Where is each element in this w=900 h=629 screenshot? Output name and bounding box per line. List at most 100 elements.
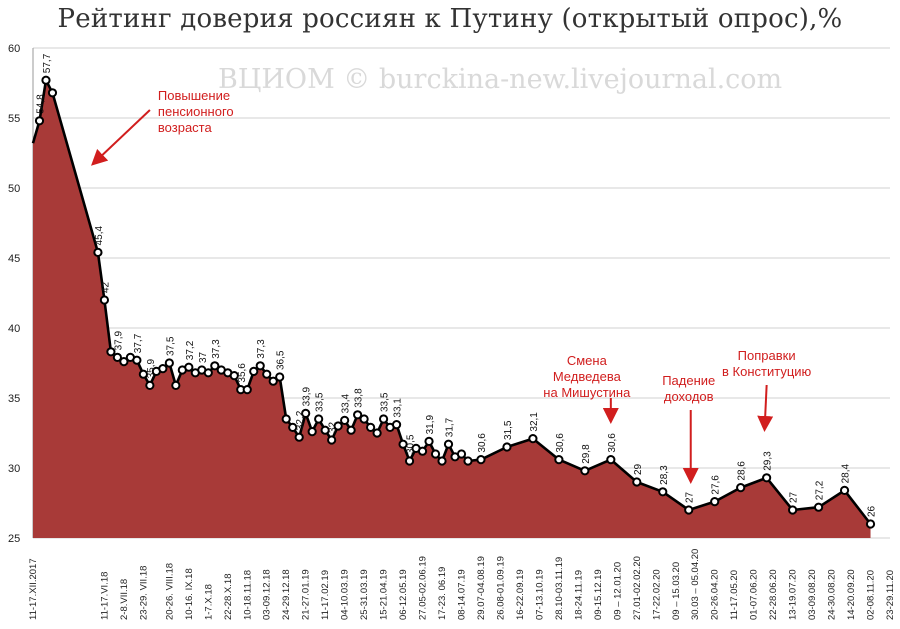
data-label: 33,1 xyxy=(393,398,404,418)
data-label: 27 xyxy=(685,491,696,503)
data-point xyxy=(788,505,798,515)
data-point xyxy=(158,364,168,374)
data-point xyxy=(320,425,330,435)
data-point xyxy=(476,455,486,465)
data-label: 31,9 xyxy=(425,414,436,434)
y-tick-label: 55 xyxy=(8,113,20,125)
x-tick-label: 27.05-02.06.19 xyxy=(418,556,429,620)
data-point xyxy=(281,414,291,424)
x-tick-label: 23-29.11.20 xyxy=(885,570,896,620)
data-point xyxy=(813,502,824,512)
x-tick-label: 03-09.08.20 xyxy=(807,569,818,620)
data-point xyxy=(839,485,850,495)
x-tick-label: 11-17.02.19 xyxy=(320,570,331,620)
data-point xyxy=(528,434,538,444)
y-axis: 25 30 35 40 45 50 55 60 xyxy=(8,43,20,545)
data-point xyxy=(203,368,213,378)
data-point xyxy=(736,483,746,493)
data-point xyxy=(443,439,454,449)
data-point xyxy=(229,371,239,381)
data-point xyxy=(366,422,376,432)
x-tick-label: 09-15.12.19 xyxy=(593,569,604,620)
data-point xyxy=(710,497,720,507)
data-point xyxy=(632,477,642,487)
data-point xyxy=(249,366,259,376)
data-label: 30,6 xyxy=(555,433,566,453)
y-tick-label: 30 xyxy=(8,463,20,475)
data-label: 35,6 xyxy=(237,363,248,383)
data-label: 54,8 xyxy=(35,94,46,114)
data-point xyxy=(34,116,45,126)
data-point xyxy=(275,372,285,382)
data-point xyxy=(314,414,324,424)
data-point xyxy=(580,466,590,476)
data-label: 27,6 xyxy=(711,475,722,495)
data-label: 29,3 xyxy=(763,451,774,471)
data-label: 33,4 xyxy=(341,393,352,413)
data-point xyxy=(353,410,363,420)
x-tick-label: 1-7.X.18 xyxy=(203,584,214,620)
data-label: 33,5 xyxy=(380,392,391,412)
x-tick-label: 20-26. VIII.18 xyxy=(164,563,175,620)
data-label: 37,9 xyxy=(113,330,124,350)
data-label: 26 xyxy=(867,505,878,517)
data-point xyxy=(184,362,194,372)
x-tick-label: 2-8.VII.18 xyxy=(119,579,130,620)
x-tick-label: 26.08-01.09.19 xyxy=(495,556,506,620)
data-label: 27 xyxy=(789,491,800,503)
annotation-text: Смена xyxy=(567,353,608,368)
y-tick-label: 45 xyxy=(8,253,20,265)
data-point xyxy=(288,422,298,432)
data-point xyxy=(398,439,408,449)
x-tick-label: 15-21.04.19 xyxy=(379,569,390,620)
data-label: 33,5 xyxy=(315,392,326,412)
data-label: 37 xyxy=(198,351,209,363)
annotation-text: пенсионного xyxy=(158,104,234,119)
x-tick-label: 27.01-02.02.20 xyxy=(632,556,643,620)
data-label: 42 xyxy=(100,281,111,293)
x-tick-label: 13-19.07.20 xyxy=(788,569,799,620)
data-point xyxy=(132,355,142,365)
data-point xyxy=(138,369,148,379)
data-point xyxy=(164,358,174,368)
x-tick-label: 28.10-03.11.19 xyxy=(554,557,565,620)
data-point xyxy=(242,385,252,395)
x-tick-label: 09 – 15.03.20 xyxy=(671,562,682,620)
chart-title: Рейтинг доверия россиян к Путину (открыт… xyxy=(57,4,843,34)
data-label: 28,6 xyxy=(737,461,748,481)
annotation-arrow xyxy=(91,109,151,166)
data-label: 35,9 xyxy=(146,358,157,378)
data-point xyxy=(404,456,415,466)
data-point xyxy=(684,505,694,515)
x-tick-label: 10-18.11.18 xyxy=(242,570,253,620)
x-tick-label: 23-29. VII.18 xyxy=(138,566,149,620)
data-point xyxy=(463,456,473,466)
data-point xyxy=(106,347,116,357)
annotation-text: Медведева xyxy=(553,369,622,384)
data-point xyxy=(658,487,668,497)
x-tick-label: 04-10.03.19 xyxy=(340,569,351,620)
x-tick-label: 10-16. IX.18 xyxy=(184,568,195,620)
x-tick-label: 21-27.01.19 xyxy=(301,569,312,620)
x-tick-label: 08-14.07.19 xyxy=(457,569,468,620)
data-point xyxy=(327,435,337,445)
data-label: 37,3 xyxy=(256,339,267,359)
y-tick-label: 40 xyxy=(8,323,20,335)
x-tick-label: 22-28.X.18 xyxy=(223,574,234,620)
area-fill xyxy=(33,80,871,538)
x-tick-label: 22-28.06.20 xyxy=(768,569,779,620)
watermark: ВЦИОМ © burckina-new.livejournal.com xyxy=(218,64,782,95)
y-tick-label: 25 xyxy=(8,533,20,545)
y-tick-label: 50 xyxy=(8,183,20,195)
x-tick-label: 11-17.XII.2017 xyxy=(28,558,39,620)
data-point xyxy=(41,75,51,85)
data-point xyxy=(424,436,434,446)
data-point xyxy=(119,357,129,367)
x-tick-label: 18-24.11.19 xyxy=(573,570,584,620)
x-tick-label: 25-31.03.19 xyxy=(359,569,370,620)
data-point xyxy=(171,380,181,390)
data-point xyxy=(340,415,350,425)
